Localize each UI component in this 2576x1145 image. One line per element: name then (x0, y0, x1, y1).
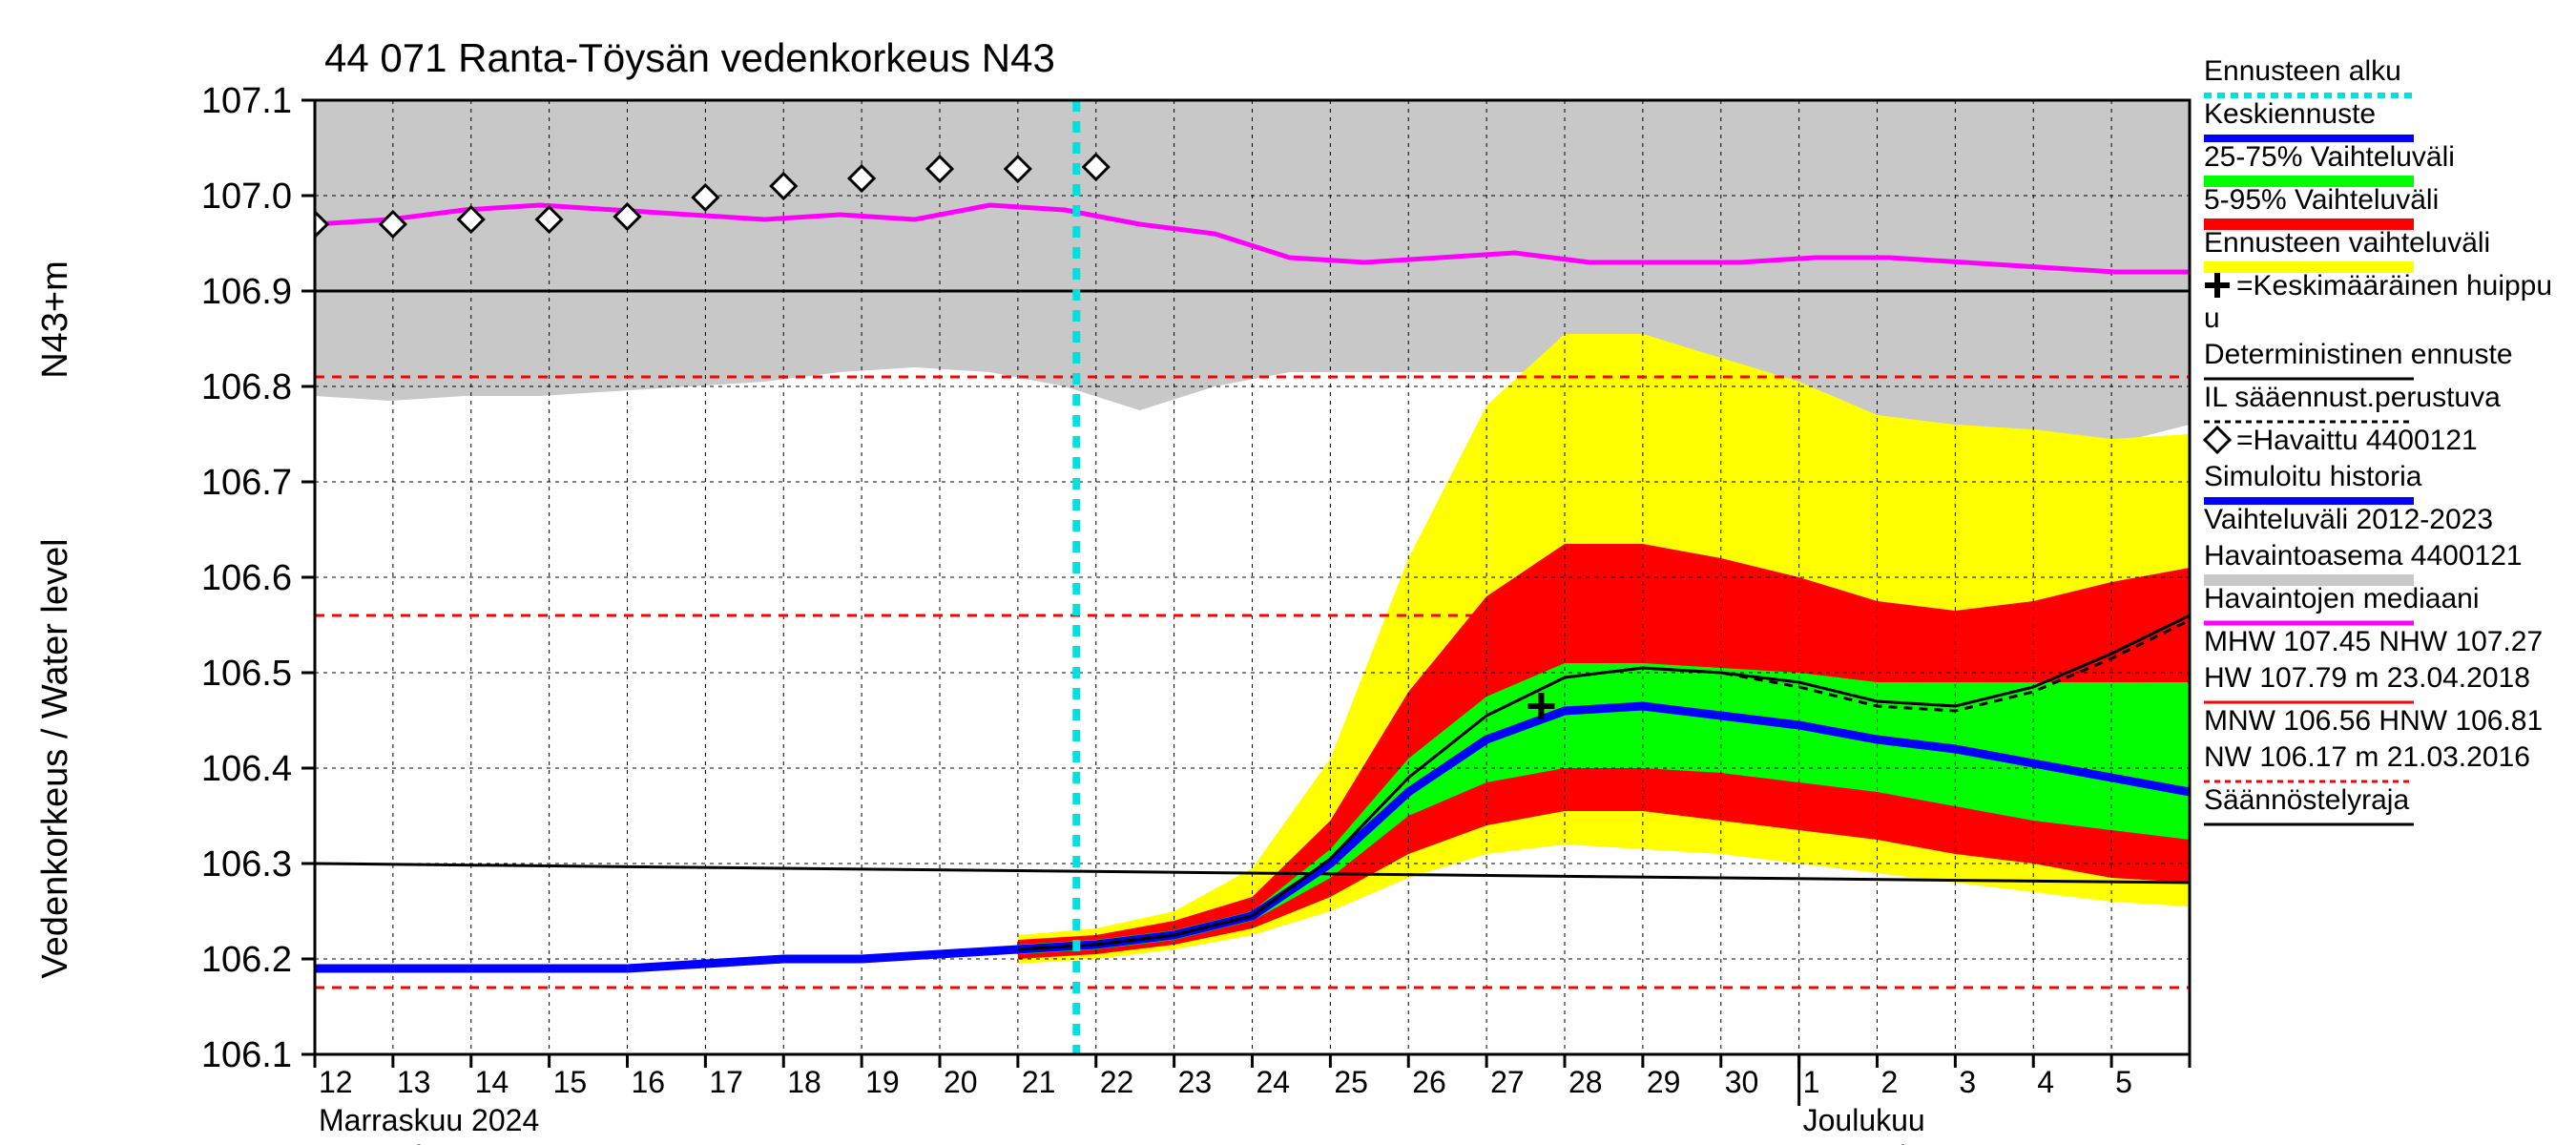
chart-svg: 106.1 106.2 106.3 106.4 106.5 106.6 106.7 106.8… (0, 0, 2576, 1145)
chart-title: 44 071 Ranta-Töysän vedenkorkeus N43 (324, 35, 1055, 80)
x-tick-label: 26 (1412, 1065, 1446, 1099)
x-tick-label: 20 (944, 1065, 978, 1099)
x-tick-label: 12 (319, 1065, 353, 1099)
legend-label: Havaintojen mediaani (2204, 583, 2480, 614)
y-tick-label: 106.5 (201, 654, 292, 694)
x-tick-label: 25 (1334, 1065, 1368, 1099)
month1-en: November (319, 1139, 460, 1145)
x-tick-label: 18 (787, 1065, 821, 1099)
x-tick-label: 2 (1881, 1065, 1899, 1099)
legend-label: 5-95% Vaihteluväli (2204, 184, 2439, 216)
x-tick-label: 30 (1725, 1065, 1759, 1099)
y-tick-label: 106.3 (201, 844, 292, 885)
y-tick-label: 106.2 (201, 940, 292, 980)
x-tick-label: 24 (1257, 1065, 1291, 1099)
x-tick-label: 4 (2037, 1065, 2054, 1099)
y-tick-label: 106.6 (201, 558, 292, 598)
y-tick-label: 106.4 (201, 749, 292, 789)
y-tick-label: 106.1 (201, 1035, 292, 1075)
legend-label: MNW 106.56 HNW 106.81 (2204, 705, 2543, 737)
x-tick-label: 14 (475, 1065, 509, 1099)
x-tick-label: 5 (2115, 1065, 2132, 1099)
y-tick-label: 106.9 (201, 272, 292, 312)
legend-label: Deterministinen ennuste (2204, 339, 2513, 370)
x-tick-label: 16 (632, 1065, 666, 1099)
y-tick-label: 107.0 (201, 177, 292, 217)
x-tick-label: 17 (709, 1065, 743, 1099)
legend-label: 25-75% Vaihteluväli (2204, 141, 2455, 173)
legend-label: =Havaittu 4400121 (2236, 425, 2478, 456)
x-tick-label: 3 (1959, 1065, 1976, 1099)
legend-label: Ennusteen alku (2204, 55, 2401, 87)
x-tick-label: 1 (1803, 1065, 1820, 1099)
month1-fi: Marraskuu 2024 (319, 1103, 539, 1137)
x-tick-label: 19 (865, 1065, 900, 1099)
x-tick-label: 27 (1490, 1065, 1525, 1099)
y-axis-label-bottom: Vedenkorkeus / Water level (35, 538, 75, 978)
legend-label: HW 107.79 m 23.04.2018 (2204, 662, 2530, 694)
legend-label: =Keskimääräinen huippu (2236, 270, 2552, 302)
legend-label: Simuloitu historia (2204, 461, 2422, 492)
legend-label: Ennusteen vaihteluväli (2204, 227, 2490, 259)
legend-label: NW 106.17 m 21.03.2016 (2204, 741, 2530, 773)
month2-fi: Joulukuu (1803, 1103, 1925, 1137)
legend-label: Keskiennuste (2204, 98, 2376, 130)
x-tick-label: 13 (397, 1065, 431, 1099)
x-tick-label: 22 (1100, 1065, 1134, 1099)
legend-label-cont: u (2204, 302, 2220, 334)
legend-label: Säännöstelyraja (2204, 784, 2409, 816)
legend-label: IL sääennust.perustuva (2204, 382, 2501, 413)
x-tick-label: 15 (553, 1065, 588, 1099)
y-tick-label: 106.7 (201, 463, 292, 503)
month2-en: December (1803, 1139, 1944, 1145)
x-tick-label: 23 (1178, 1065, 1213, 1099)
hydrograph-chart: 106.1 106.2 106.3 106.4 106.5 106.6 106.7 106.8… (0, 0, 2576, 1145)
x-tick-label: 29 (1647, 1065, 1681, 1099)
x-tick-label: 21 (1022, 1065, 1056, 1099)
y-axis-label-top: N43+m (35, 260, 75, 379)
legend-label: Havaintoasema 4400121 (2204, 540, 2523, 572)
legend-label: MHW 107.45 NHW 107.27 (2204, 626, 2543, 657)
y-tick-label: 106.8 (201, 367, 292, 407)
legend-diamond (2205, 427, 2230, 452)
legend-label: Vaihteluväli 2012-2023 (2204, 504, 2493, 535)
y-tick-label: 107.1 (201, 81, 292, 121)
x-tick-label: 28 (1568, 1065, 1603, 1099)
